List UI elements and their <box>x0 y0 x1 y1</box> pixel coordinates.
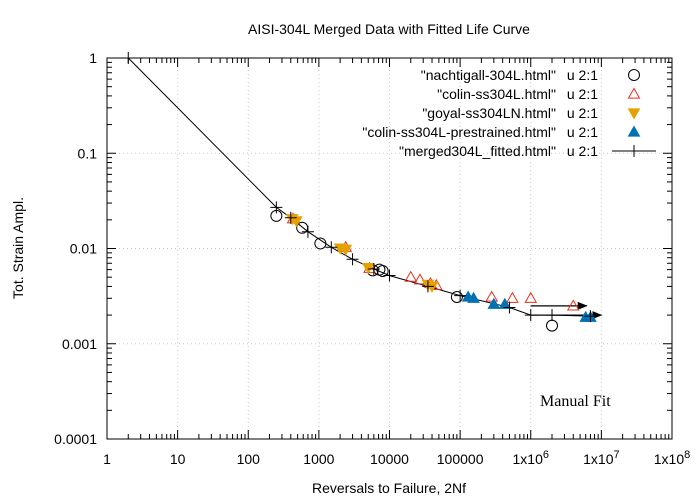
y-tick-label: 1 <box>89 50 97 66</box>
x-axis-label: Reversals to Failure, 2Nf <box>312 480 466 496</box>
y-axis-label: Tot. Strain Ampl. <box>10 197 26 299</box>
legend-marker <box>628 145 640 157</box>
manual-fit-annotation: Manual Fit <box>540 393 611 410</box>
data-point-series-4 <box>325 241 338 254</box>
data-point-series-2 <box>361 262 375 275</box>
chart-title: AISI-304L Merged Data with Fitted Life C… <box>248 21 530 37</box>
x-tick-exponent: 7 <box>613 449 619 461</box>
data-point-series-0 <box>546 319 559 332</box>
y-tick-label: 0.0001 <box>54 431 97 447</box>
data-point-series-4 <box>383 269 396 282</box>
data-point-series-1 <box>413 273 427 285</box>
data-point-series-2 <box>425 281 439 293</box>
x-tick-label: 100000 <box>437 451 484 467</box>
legend-entry-using: u 2:1 <box>567 86 598 102</box>
x-tick-label: 1x108 <box>654 449 690 467</box>
legend-entry-name: "colin-ss304L.html" <box>437 86 556 102</box>
legend-entry-using: u 2:1 <box>567 67 598 83</box>
data-point-series-0 <box>376 265 389 278</box>
legend: "nachtigall-304L.html" u 2:1 "colin-ss304L… <box>362 67 656 159</box>
data-point-series-3 <box>467 291 480 303</box>
x-tick-label: 1x107 <box>583 449 619 467</box>
x-tick-label: 100 <box>237 451 261 467</box>
data-point-series-1 <box>524 291 538 303</box>
data-point-series-0 <box>314 237 327 250</box>
data-point-series-4 <box>421 280 434 293</box>
legend-entry-name: "merged304L_fitted.html" <box>399 143 556 159</box>
data-point-series-1 <box>566 299 580 311</box>
data-point-series-4 <box>584 310 597 323</box>
data-point-series-1 <box>404 270 418 282</box>
legend-entry-name: "colin-ss304L-prestrained.html" <box>362 124 556 140</box>
x-tick-exponent: 8 <box>684 449 690 461</box>
x-tick-label: 10000 <box>370 451 409 467</box>
data-point-series-4 <box>346 253 359 266</box>
data-point-series-4 <box>503 301 516 314</box>
legend-entry-using: u 2:1 <box>567 105 598 121</box>
data-point-series-4 <box>270 201 283 214</box>
x-tick-label: 1x106 <box>513 449 549 467</box>
legend-marker <box>627 125 641 137</box>
data-point-series-2 <box>339 244 353 256</box>
data-point-series-3 <box>487 297 501 309</box>
data-point-series-4 <box>367 262 380 275</box>
x-tick-exponent: 6 <box>543 449 549 461</box>
legend-marker <box>627 108 641 120</box>
x-tick-label: 1 <box>103 451 111 467</box>
data-point-series-1 <box>506 291 519 303</box>
legend-entry-using: u 2:1 <box>567 124 598 140</box>
x-tick-label: 10 <box>170 451 186 467</box>
legend-entry-name: "goyal-ss304LN.html" <box>422 105 556 121</box>
legend-entry-name: "nachtigall-304L.html" <box>421 67 556 83</box>
data-point-series-3 <box>498 297 512 309</box>
y-tick-label: 0.01 <box>70 241 97 257</box>
data-point-series-4 <box>546 309 559 322</box>
data-point-series-4 <box>122 52 135 64</box>
data-point-series-4 <box>284 211 297 224</box>
data-point-series-2 <box>290 216 303 228</box>
data-point-series-4 <box>301 225 314 238</box>
legend-entry-using: u 2:1 <box>567 143 598 159</box>
y-tick-label: 0.1 <box>78 145 98 161</box>
data-point-series-4 <box>524 309 537 322</box>
legend-marker <box>628 69 640 81</box>
x-tick-label: 1000 <box>303 451 334 467</box>
data-point-series-1 <box>485 290 499 302</box>
legend-marker <box>627 87 641 99</box>
data-point-series-0 <box>450 290 463 303</box>
y-tick-label: 0.001 <box>62 336 97 352</box>
data-point-series-4 <box>454 289 467 302</box>
